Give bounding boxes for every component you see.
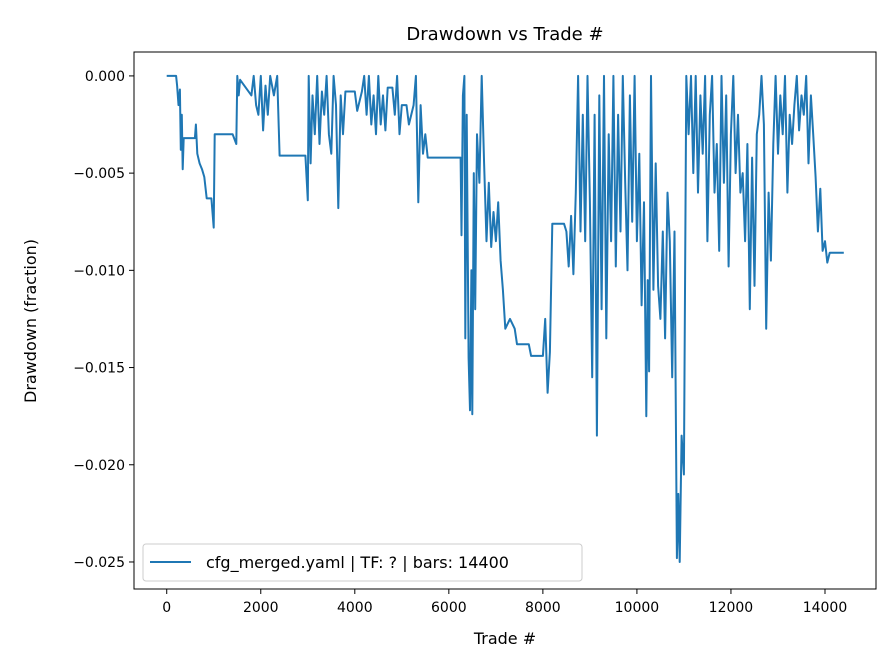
chart-title: Drawdown vs Trade # xyxy=(406,24,603,45)
x-tick-label: 6000 xyxy=(431,600,467,616)
x-axis: 0 2000 4000 6000 8000 10000 12000 14000 xyxy=(162,589,847,616)
x-tick-label: 2000 xyxy=(243,600,279,616)
plot-area xyxy=(166,74,844,563)
legend-frame xyxy=(142,543,583,582)
legend-label: cfg_merged.yaml | TF: ? | bars: 14400 xyxy=(206,553,509,573)
legend: cfg_merged.yaml | TF: ? | bars: 14400 xyxy=(142,543,583,582)
y-tick-label: −0.020 xyxy=(73,458,125,474)
x-tick-label: 10000 xyxy=(615,600,660,616)
x-tick-label: 12000 xyxy=(709,600,754,616)
x-tick-label: 0 xyxy=(162,600,171,616)
y-axis-label: Drawdown (fraction) xyxy=(21,239,40,403)
y-tick-label: −0.010 xyxy=(73,263,125,279)
x-tick-label: 8000 xyxy=(525,600,561,616)
x-axis-label: Trade # xyxy=(473,629,536,648)
y-tick-label: −0.025 xyxy=(73,555,125,571)
series-line xyxy=(166,74,844,563)
x-tick-label: 14000 xyxy=(803,600,848,616)
y-axis: 0.000 −0.005 −0.010 −0.015 −0.020 −0.025 xyxy=(73,69,134,571)
y-tick-label: −0.005 xyxy=(73,166,125,182)
axes-frame xyxy=(133,51,877,590)
y-tick-label: 0.000 xyxy=(85,69,125,85)
x-tick-label: 4000 xyxy=(337,600,373,616)
y-tick-label: −0.015 xyxy=(73,361,125,377)
